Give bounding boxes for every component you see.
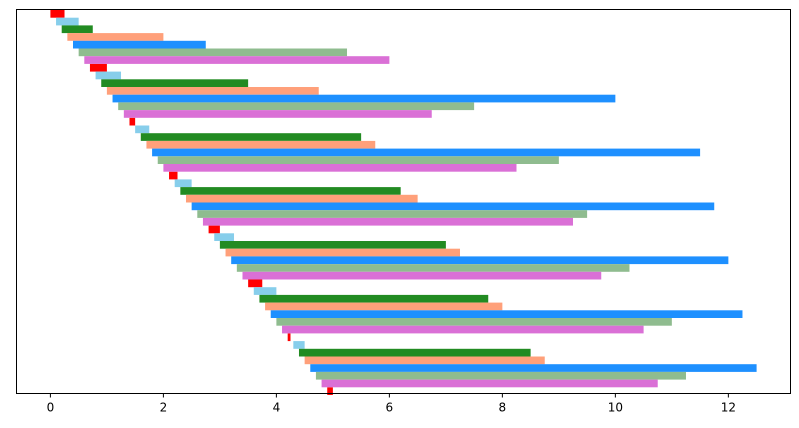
plot-frame (16, 9, 791, 394)
bar-s3-g6 (304, 356, 545, 365)
bar-s1-g6 (293, 341, 305, 349)
bar-s2-g3 (180, 187, 401, 195)
x-tick-label-0: 0 (47, 401, 55, 415)
bar-s2-g5 (259, 294, 489, 303)
bar-s4-g1 (112, 94, 616, 103)
bar-s4-g4 (231, 256, 729, 265)
x-tick-label-3: 6 (386, 401, 394, 415)
bar-s6-g3 (202, 217, 573, 226)
bar-s2-g1 (101, 79, 249, 87)
bar-s2-g6 (298, 348, 531, 357)
bar-s0-g0 (50, 10, 65, 18)
bar-s2-g4 (219, 241, 446, 249)
bar-s3-g5 (265, 302, 503, 311)
bar-s0-g4 (208, 225, 220, 234)
bar-s3-g2 (146, 140, 376, 149)
bar-s6-g0 (84, 56, 390, 64)
x-tick-label-5: 10 (608, 401, 623, 415)
bar-s6-g5 (282, 325, 644, 334)
bar-s4-g0 (73, 40, 206, 49)
bar-s0-g5 (248, 279, 263, 288)
bar-s2-g0 (61, 25, 93, 34)
bar-s0-g1 (89, 63, 107, 72)
bars-layer (50, 10, 757, 395)
bar-s4-g2 (152, 148, 701, 157)
bar-s5-g2 (157, 156, 559, 164)
bar-s3-g3 (185, 194, 418, 203)
bar-s4-g5 (270, 310, 743, 318)
bar-s6-g1 (123, 110, 432, 118)
bar-s5-g0 (78, 48, 348, 57)
bar-s1-g1 (95, 71, 122, 80)
x-tick-label-2: 4 (273, 401, 281, 415)
bar-s5-g3 (197, 210, 588, 218)
bar-s0-g6 (287, 333, 291, 342)
bar-s5-g5 (276, 318, 672, 326)
x-axis: 0 2 4 6 8 10 12 (47, 393, 736, 415)
bar-s3-g1 (106, 87, 319, 95)
bar-s5-g6 (315, 371, 686, 380)
bar-s6-g2 (163, 164, 517, 172)
bar-s0-g7 (327, 387, 333, 395)
bar-s4-g3 (191, 202, 715, 211)
bar-s6-g6 (321, 379, 658, 388)
bar-s0-g2 (129, 117, 136, 126)
bar-s1-g0 (56, 17, 79, 26)
x-tick-label-1: 2 (160, 401, 168, 415)
bar-s5-g1 (118, 102, 475, 111)
bar-s1-g2 (135, 125, 150, 134)
bar-s0-g3 (169, 171, 178, 180)
bar-s1-g4 (214, 233, 235, 241)
bar-s6-g4 (242, 271, 602, 280)
bar-s4-g6 (310, 364, 757, 372)
bar-s5-g4 (236, 264, 630, 272)
bar-s3-g0 (67, 33, 164, 41)
bar-s1-g5 (253, 287, 277, 295)
bar-s3-g4 (225, 248, 460, 257)
bar-s2-g2 (140, 133, 362, 141)
bar-s1-g3 (174, 179, 192, 188)
x-tick-label-6: 12 (721, 401, 736, 415)
x-tick-label-4: 8 (499, 401, 507, 415)
